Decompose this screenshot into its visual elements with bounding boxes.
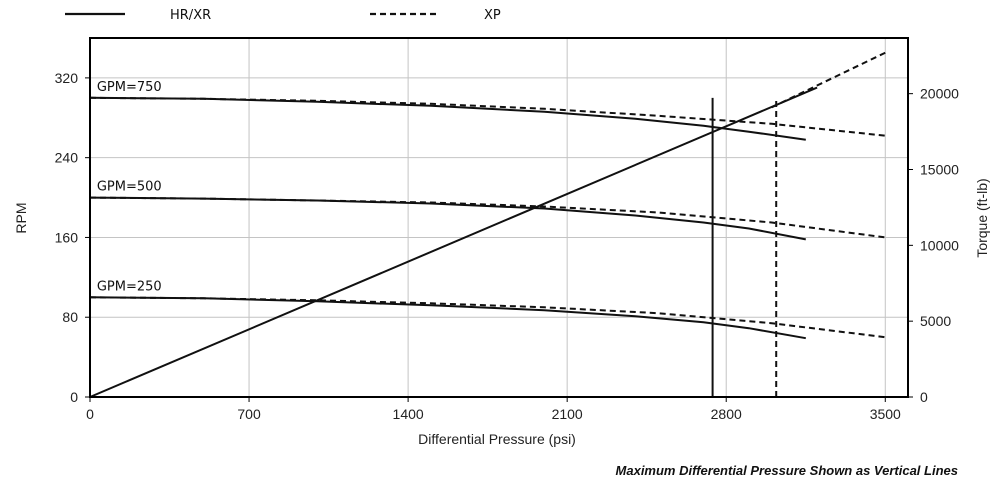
series-line-xp xyxy=(89,196,886,239)
y2-tick-label: 15000 xyxy=(920,161,959,177)
x-tick-label: 2100 xyxy=(552,406,583,422)
grid-lines xyxy=(90,38,908,397)
legend-label-xp: XP xyxy=(484,8,501,23)
footnote: Maximum Differential Pressure Shown as V… xyxy=(616,463,958,478)
plot-frame xyxy=(89,37,909,398)
curve-label: GPM=250 xyxy=(97,279,162,294)
series-line-hrxr xyxy=(89,96,806,141)
y2-tick-label: 20000 xyxy=(920,86,959,102)
x-tick-label: 700 xyxy=(237,406,261,422)
series-line-hrxr xyxy=(89,86,818,398)
legend-label-hrxr: HR/XR xyxy=(170,8,211,23)
legend: HR/XR XP xyxy=(65,8,501,23)
y2-tick-label: 0 xyxy=(920,389,928,405)
x-tick-label: 1400 xyxy=(393,406,424,422)
x-tick-label: 3500 xyxy=(870,406,901,422)
plot-border xyxy=(89,37,909,398)
y-tick-label: 240 xyxy=(55,150,79,166)
x-tick-label: 0 xyxy=(86,406,94,422)
y2-axis-title: Torque (ft-lb) xyxy=(974,178,990,257)
series-line-xp xyxy=(771,51,886,109)
x-axis-title: Differential Pressure (psi) xyxy=(418,431,576,447)
y2-tick-label: 10000 xyxy=(920,237,959,253)
x-tick-label: 2800 xyxy=(711,406,742,422)
series-line-hrxr xyxy=(89,296,806,340)
series-line-xp xyxy=(89,96,886,137)
data-series: GPM=750 GPM=500 GPM=250 xyxy=(89,51,886,398)
curve-label: GPM=750 xyxy=(97,80,162,95)
y-tick-label: 320 xyxy=(55,70,79,86)
y-tick-label: 0 xyxy=(70,389,78,405)
y-tick-label: 160 xyxy=(55,229,79,245)
series-line-xp xyxy=(89,296,886,339)
y2-tick-label: 5000 xyxy=(920,313,951,329)
series-line-hrxr xyxy=(89,196,806,241)
curve-label: GPM=500 xyxy=(97,180,162,195)
y-tick-label: 80 xyxy=(62,309,78,325)
y-axis-title: RPM xyxy=(13,202,29,233)
tick-labels: 0 700 1400 2100 2800 3500 0 80 160 240 320 0 5000 100… xyxy=(55,70,960,422)
